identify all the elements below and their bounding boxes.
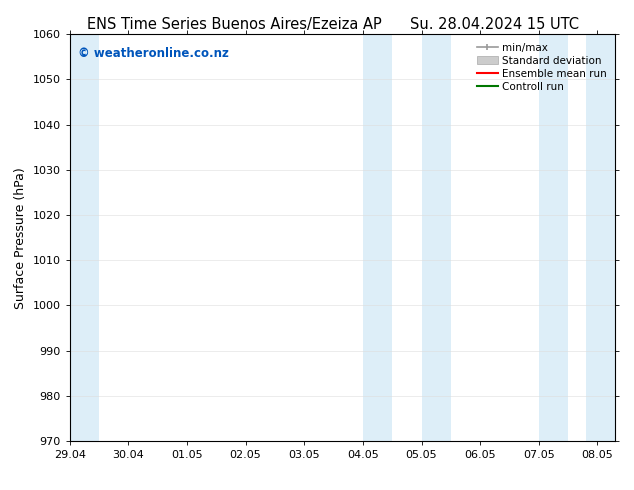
- Y-axis label: Surface Pressure (hPa): Surface Pressure (hPa): [14, 167, 27, 309]
- Text: © weatheronline.co.nz: © weatheronline.co.nz: [78, 47, 229, 59]
- Text: Su. 28.04.2024 15 UTC: Su. 28.04.2024 15 UTC: [410, 17, 579, 32]
- Bar: [539, 34, 568, 441]
- Legend: min/max, Standard deviation, Ensemble mean run, Controll run: min/max, Standard deviation, Ensemble me…: [474, 40, 610, 95]
- Text: ENS Time Series Buenos Aires/Ezeiza AP: ENS Time Series Buenos Aires/Ezeiza AP: [87, 17, 382, 32]
- Bar: [363, 34, 392, 441]
- Bar: [586, 34, 615, 441]
- Bar: [422, 34, 451, 441]
- Bar: [70, 34, 99, 441]
